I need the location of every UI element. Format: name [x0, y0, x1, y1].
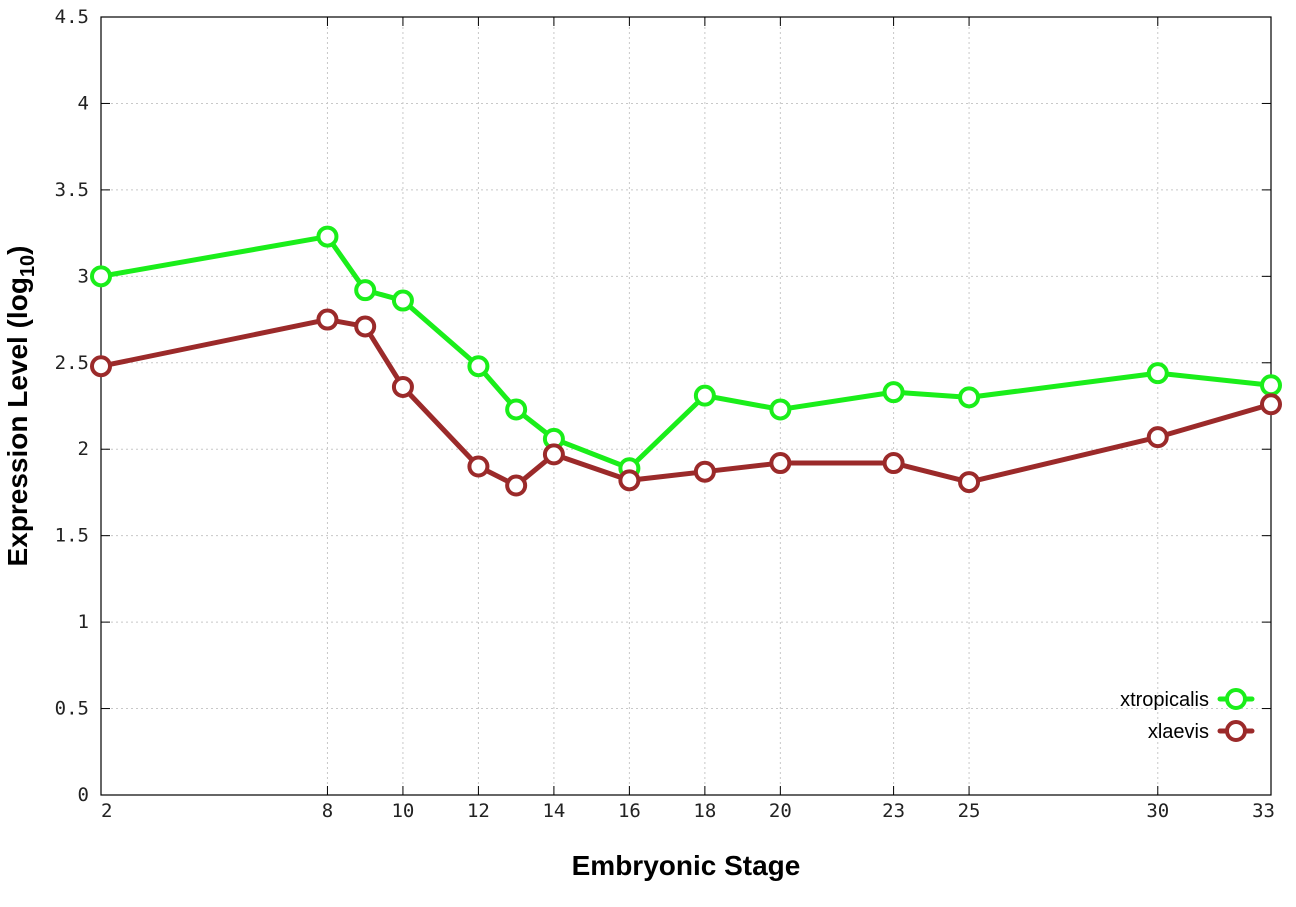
data-point-xlaevis	[505, 474, 528, 497]
x-tick-label: 8	[322, 800, 333, 822]
y-tick-label: 1.5	[55, 525, 89, 547]
data-point-xlaevis	[618, 469, 641, 492]
y-tick-label: 2.5	[55, 352, 89, 374]
grid	[101, 17, 1271, 795]
data-point-xtropicalis	[354, 279, 377, 302]
x-tick-label: 33	[1252, 800, 1275, 822]
data-point-xtropicalis	[882, 381, 905, 404]
data-point-xlaevis	[1260, 393, 1282, 416]
y-axis-title: Expression Level (log10)	[2, 246, 39, 567]
x-tick-label: 16	[618, 800, 641, 822]
y-tick-label: 3	[78, 265, 89, 287]
y-tick-label: 4.5	[55, 6, 89, 28]
series-line-xtropicalis	[98, 234, 1274, 471]
y-tick-label: 0.5	[55, 698, 89, 720]
y-axis-title-main: Expression Level (log	[2, 277, 33, 566]
x-axis-title: Embryonic Stage	[572, 850, 801, 881]
data-point-xtropicalis	[505, 398, 528, 421]
data-point-xlaevis	[958, 471, 981, 494]
y-axis-title-subscript: 10	[17, 255, 39, 277]
x-tick-label: 10	[391, 800, 414, 822]
x-tick-label: 2	[101, 800, 112, 822]
data-point-xlaevis	[90, 355, 112, 378]
data-point-xlaevis	[542, 443, 565, 466]
data-point-xlaevis	[882, 452, 905, 475]
data-point-xtropicalis	[316, 225, 339, 248]
data-point-xtropicalis	[90, 265, 112, 288]
data-point-xtropicalis	[693, 384, 716, 407]
x-tick-label: 12	[467, 800, 490, 822]
legend-label-xtropicalis: xtropicalis	[1120, 689, 1209, 711]
data-point-xlaevis	[316, 308, 339, 331]
data-point-xlaevis	[391, 375, 414, 398]
y-tick-label: 3.5	[55, 179, 89, 201]
y-axis-title-suffix: )	[2, 246, 33, 255]
series-xtropicalis	[90, 225, 1282, 480]
x-tick-label: 25	[958, 800, 981, 822]
series-layer	[90, 225, 1282, 497]
plot-frame	[100, 16, 1272, 796]
y-tick-label: 2	[78, 438, 89, 460]
data-point-xlaevis	[467, 455, 490, 478]
legend-swatch-marker-xlaevis	[1225, 720, 1247, 742]
series-xlaevis	[90, 308, 1282, 497]
x-tick-label: 30	[1146, 800, 1169, 822]
data-point-xlaevis	[693, 460, 716, 483]
data-point-xtropicalis	[1146, 362, 1169, 385]
axis-ticks: 0 0.5 1 1.5 2 2.5 3 3.5 4 4.5 2 8 10 12 14 16 18 20 23 25 30…	[55, 6, 1275, 822]
y-tick-label: 1	[78, 611, 89, 633]
data-point-xlaevis	[354, 315, 377, 338]
data-point-xtropicalis	[1260, 374, 1282, 397]
data-point-xlaevis	[1146, 426, 1169, 449]
legend-label-xlaevis: xlaevis	[1148, 721, 1209, 743]
data-point-xlaevis	[769, 452, 792, 475]
x-tick-label: 20	[769, 800, 792, 822]
x-tick-label: 14	[542, 800, 565, 822]
x-tick-label: 18	[693, 800, 716, 822]
data-point-xtropicalis	[391, 289, 414, 312]
data-point-xtropicalis	[467, 355, 490, 378]
y-tick-label: 0	[78, 784, 89, 806]
legend: xtropicalis xlaevis	[1120, 688, 1255, 743]
legend-swatch-marker-xtropicalis	[1225, 688, 1247, 710]
x-tick-label: 23	[882, 800, 905, 822]
data-point-xtropicalis	[958, 386, 981, 409]
series-line-xlaevis	[98, 317, 1274, 489]
y-tick-label: 4	[78, 92, 89, 114]
data-point-xtropicalis	[769, 398, 792, 421]
